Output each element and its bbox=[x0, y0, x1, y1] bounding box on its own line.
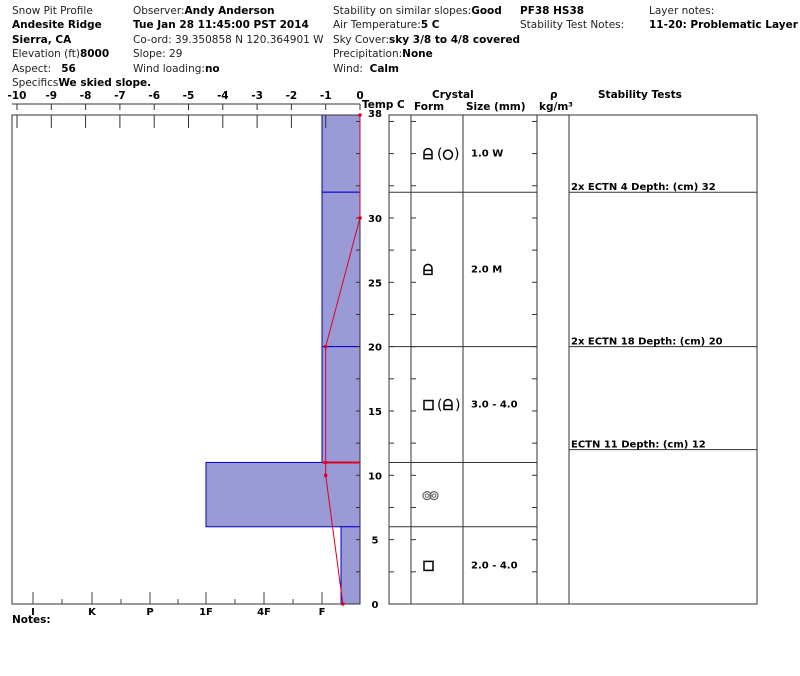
temp-tick-label: -4 bbox=[217, 90, 229, 102]
height-tick-label: 38 bbox=[368, 109, 382, 120]
temp-tick-label: -10 bbox=[8, 90, 27, 102]
stability-similar-slopes: Stability on similar slopes:Good bbox=[333, 5, 502, 17]
hardness-tick-label: I bbox=[31, 607, 35, 618]
temperature-point bbox=[323, 473, 328, 478]
temp-tick-label: -5 bbox=[183, 90, 195, 102]
slope: Slope: 29 bbox=[133, 48, 183, 60]
faceted-rounded-icon bbox=[443, 398, 453, 411]
faceted-icon bbox=[423, 560, 434, 572]
rounded-icon bbox=[442, 149, 454, 160]
stability-test-label: ECTN 11 Depth: (cm) 12 bbox=[571, 440, 706, 451]
height-tick-label: 5 bbox=[372, 536, 379, 547]
size-header: Size (mm) bbox=[466, 101, 526, 113]
faceted-rounded-icon bbox=[423, 147, 433, 160]
temp-header: Temp C bbox=[362, 99, 405, 111]
temp-tick-label: 0 bbox=[356, 90, 363, 102]
air-temperature: Air Temperature:5 C bbox=[333, 19, 440, 31]
wind-loading: Wind loading:no bbox=[133, 63, 220, 75]
stability-test-label: 2x ECTN 4 Depth: (cm) 32 bbox=[571, 182, 716, 193]
rho-header: ρ bbox=[550, 89, 558, 101]
crystal-size: 2.0 - 4.0 bbox=[471, 560, 518, 571]
specifics: SpecificsWe skied slope. bbox=[12, 77, 152, 89]
hardness-bar bbox=[321, 191, 361, 348]
height-tick-label: 20 bbox=[368, 343, 382, 354]
height-tick-label: 15 bbox=[368, 407, 382, 418]
faceted-rounded-icon bbox=[423, 263, 433, 276]
hardness-tick-label: 4F bbox=[257, 607, 271, 618]
temp-tick-label: -1 bbox=[320, 90, 332, 102]
faceted-icon bbox=[423, 399, 434, 411]
elevation: Elevation (ft)8000 bbox=[12, 48, 110, 60]
temp-tick-label: -7 bbox=[114, 90, 126, 102]
hardness-tick-label: P bbox=[146, 607, 153, 618]
temperature-point bbox=[341, 602, 345, 606]
stability-tests-header: Stability Tests bbox=[598, 89, 682, 101]
density-unit-header: kg/m³ bbox=[539, 101, 573, 113]
melt-freeze-icon bbox=[431, 493, 437, 498]
location: Andesite Ridge bbox=[12, 19, 102, 31]
region: Sierra, CA bbox=[12, 34, 72, 46]
hardness-bar bbox=[321, 346, 361, 463]
height-tick-label: 0 bbox=[372, 600, 379, 611]
precipitation: Precipitation:None bbox=[333, 48, 433, 60]
melt-freeze-icon bbox=[429, 491, 439, 501]
crystal-size: 3.0 - 4.0 bbox=[471, 400, 518, 411]
paren: ) bbox=[454, 147, 459, 163]
melt-freeze-icon bbox=[424, 493, 430, 498]
paren: ( bbox=[437, 147, 442, 163]
melt-freeze-icon bbox=[422, 491, 432, 501]
profile-title: Snow Pit Profile bbox=[12, 5, 93, 17]
aspect: Aspect: 56 bbox=[12, 63, 76, 75]
layer-notes-label: Layer notes: bbox=[649, 5, 715, 17]
layer-notes: 11-20: Problematic Layer bbox=[649, 19, 798, 31]
temp-tick-label: -9 bbox=[45, 90, 57, 102]
temp-tick-label: -2 bbox=[286, 90, 298, 102]
temperature-line bbox=[325, 115, 361, 605]
layer-table-frame bbox=[388, 114, 758, 605]
hardness-tick-label: F bbox=[319, 607, 326, 618]
height-tick-label: 25 bbox=[368, 278, 382, 289]
crystal-size: 1.0 W bbox=[471, 149, 503, 160]
hardness-bar bbox=[340, 526, 361, 605]
hardness-tick-label: K bbox=[88, 607, 97, 618]
coordinates: Co-ord: 39.350858 N 120.364901 W bbox=[133, 34, 324, 46]
notes-label: Notes: bbox=[12, 614, 51, 626]
form-header: Form bbox=[414, 101, 445, 113]
hardness-bar bbox=[205, 461, 361, 528]
observer: Observer:Andy Anderson bbox=[133, 5, 275, 17]
crystal-size: 2.0 M bbox=[471, 264, 502, 275]
datetime: Tue Jan 28 11:45:00 PST 2014 bbox=[133, 19, 309, 31]
chart-frame bbox=[11, 114, 361, 605]
crystal-header: Crystal bbox=[432, 89, 474, 101]
pf-hs: PF38 HS38 bbox=[520, 5, 585, 17]
temp-tick-label: -3 bbox=[251, 90, 263, 102]
temperature-point bbox=[358, 113, 362, 117]
sky-cover: Sky Cover:sky 3/8 to 4/8 covered bbox=[333, 34, 521, 46]
height-tick-label: 30 bbox=[368, 214, 382, 225]
hardness-bar bbox=[321, 114, 361, 193]
temp-tick-label: -8 bbox=[80, 90, 92, 102]
temp-tick-label: -6 bbox=[148, 90, 160, 102]
paren: ) bbox=[455, 398, 460, 414]
stability-test-notes-label: Stability Test Notes: bbox=[520, 19, 625, 31]
paren: ( bbox=[437, 398, 442, 414]
temperature-point bbox=[323, 344, 328, 349]
height-tick-label: 10 bbox=[368, 471, 382, 482]
hardness-tick-label: 1F bbox=[199, 607, 213, 618]
wind: Wind: Calm bbox=[333, 63, 399, 75]
stability-test-label: 2x ECTN 18 Depth: (cm) 20 bbox=[571, 337, 723, 348]
temperature-point bbox=[358, 216, 362, 220]
